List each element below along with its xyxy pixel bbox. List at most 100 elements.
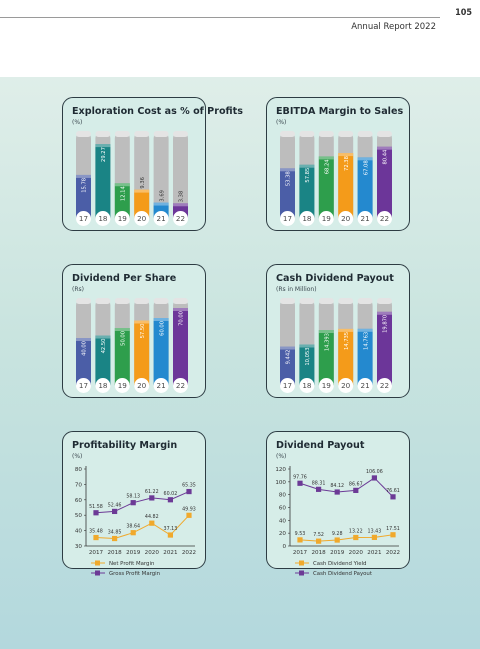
bar	[95, 335, 111, 386]
data-label: 49.93	[182, 506, 196, 512]
bar	[134, 320, 150, 386]
x-tick-label: 2021	[367, 550, 382, 556]
data-point	[186, 488, 192, 495]
x-tick-label: 2017	[293, 550, 308, 556]
bar-group: 18 10,053	[299, 298, 315, 393]
legend-label: Cash Dividend Payout	[313, 571, 372, 577]
category-label: 19	[322, 214, 332, 223]
bar	[95, 144, 111, 219]
data-label: 53.38	[286, 171, 292, 186]
x-tick-label: 2017	[89, 550, 104, 556]
bar-group: 209.36	[134, 131, 150, 226]
bar-cap	[95, 335, 111, 339]
bar-group: 22 19,870	[377, 298, 392, 393]
category-label: 19	[118, 381, 128, 390]
bar	[153, 318, 169, 386]
data-point	[167, 497, 173, 503]
data-point	[390, 532, 396, 538]
y-tick-label: 20	[279, 531, 287, 537]
chart-unit: (Rs)	[72, 286, 84, 293]
data-label: 13.22	[349, 529, 363, 535]
category-label: 18	[98, 381, 108, 390]
category-label: 22	[176, 381, 185, 390]
bar-cap	[280, 168, 295, 172]
data-label: 84.12	[330, 483, 344, 489]
year-badge	[318, 211, 334, 226]
data-label: 88.31	[312, 480, 326, 486]
chart-title: Profitability Margin	[72, 440, 178, 451]
chart-unit: (%)	[72, 453, 83, 460]
bar-track-top	[76, 131, 91, 137]
bar-group: 22 80.44	[377, 131, 392, 226]
data-label: 42.50	[101, 339, 107, 354]
data-label: 68.24	[325, 159, 331, 175]
category-label: 19	[322, 381, 332, 390]
data-label: 50.00	[121, 331, 127, 346]
data-point	[93, 534, 99, 541]
year-badge	[377, 211, 392, 226]
category-label: 22	[380, 381, 389, 390]
series-line	[299, 534, 394, 542]
category-label: 19	[118, 214, 128, 223]
bar-track	[173, 131, 188, 219]
bar-group: 17 15.78	[76, 131, 91, 226]
bar-group: 18 57.85	[299, 131, 315, 226]
category-label: 18	[98, 214, 108, 223]
data-label: 3.69	[159, 190, 165, 202]
data-label: 38.64	[126, 524, 140, 530]
x-tick-label: 2022	[386, 550, 400, 556]
year-badge	[153, 211, 169, 226]
bar-cap	[76, 338, 91, 341]
data-point	[353, 487, 359, 493]
bar-track-top	[357, 298, 373, 304]
year-badge	[338, 378, 354, 393]
data-label: 14,735	[344, 332, 350, 350]
data-point	[130, 500, 136, 506]
bar-group: 18 29.27	[95, 131, 111, 226]
chart-title: Dividend Per Share	[72, 273, 177, 284]
year-badge	[173, 378, 188, 393]
bar-cap	[357, 157, 373, 161]
bar-track-top	[173, 298, 188, 304]
data-point	[167, 532, 173, 538]
data-point	[93, 510, 99, 516]
chart-title: EBITDA Margin to Sales	[276, 106, 404, 117]
data-label: 80.44	[383, 149, 389, 165]
bar-group: 19 68.24	[318, 131, 334, 226]
bar-cap	[377, 311, 392, 315]
bar-track-top	[280, 298, 295, 304]
data-label: 34.85	[108, 530, 122, 536]
data-label: 57.50	[140, 324, 146, 339]
data-label: 7.52	[313, 532, 324, 538]
bar-cap	[377, 146, 392, 150]
bar-cap	[114, 328, 130, 331]
bar	[114, 183, 130, 219]
bar-cap	[338, 328, 354, 332]
category-label: 18	[302, 381, 312, 390]
bar	[280, 346, 295, 386]
bar-group: 18 42.50	[95, 298, 111, 393]
data-point	[297, 480, 303, 486]
bar	[299, 164, 315, 219]
y-tick-label: 70	[75, 482, 83, 488]
bar-cap	[299, 344, 315, 348]
data-point	[186, 512, 192, 518]
bar-track-top	[95, 298, 111, 304]
year-badge	[76, 211, 91, 226]
dividend-per-share-chart: 17 40.00 18 42.50 19 50.00 20 57.50 21 60.00 22 70.…	[76, 298, 188, 393]
bar-group: 22 70.00	[173, 298, 188, 393]
data-point	[390, 494, 396, 500]
y-tick-label: 80	[75, 467, 83, 473]
y-tick-label: 30	[75, 544, 83, 550]
category-label: 17	[79, 381, 88, 390]
bar	[357, 328, 373, 386]
year-badge	[280, 378, 295, 393]
profitability-margin-chart: 30 40 50 60 70 80 2017 2018 2019 2020 2021 2022 35.4…	[75, 466, 196, 577]
bar-track-top	[299, 131, 315, 137]
bar-group: 19 12.14	[114, 131, 130, 226]
data-label: 9.36	[140, 177, 146, 189]
data-label: 29.27	[101, 147, 107, 162]
bar-track-top	[95, 131, 111, 137]
bar	[318, 156, 334, 219]
data-label: 17.51	[386, 526, 400, 532]
